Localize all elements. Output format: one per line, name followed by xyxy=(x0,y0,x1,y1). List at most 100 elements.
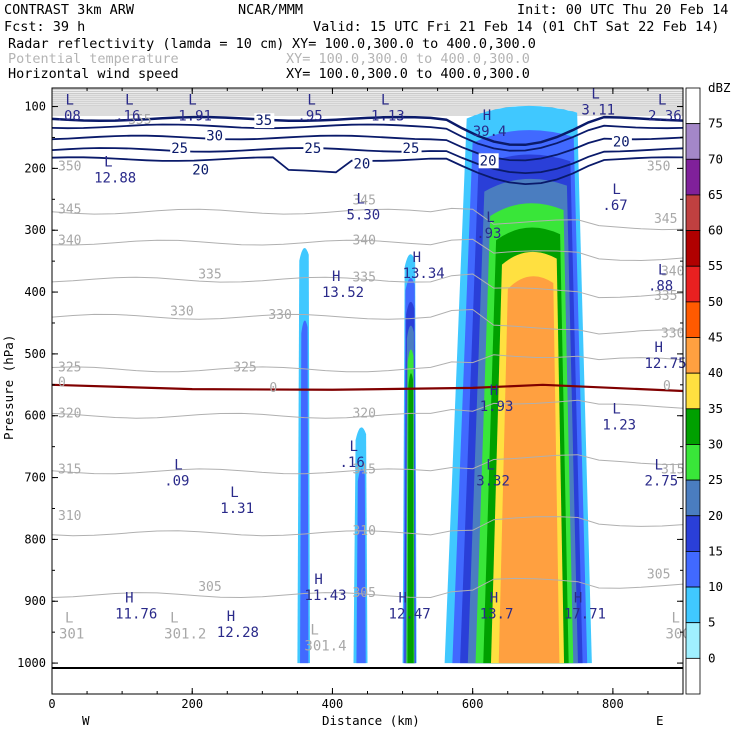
extremum-value: .16 xyxy=(115,109,140,125)
extremum-value: 12.75 xyxy=(644,356,686,372)
extremum-value: 13.7 xyxy=(480,606,514,622)
theta-surface-value: 301 xyxy=(59,626,84,642)
theta-contour-strat xyxy=(51,94,684,96)
extremum-value: .16 xyxy=(339,455,364,471)
freezing-level-label-mid: 0 xyxy=(269,381,277,396)
wind-label-bg xyxy=(611,134,632,150)
field-reflectivity-xy: XY= 100.0,300.0 to 400.0,300.0 xyxy=(292,36,536,52)
east-label: E xyxy=(656,713,664,728)
extremum-marker: L xyxy=(125,93,133,109)
colorbar-level-label: 75 xyxy=(708,116,723,131)
header-center: NCAR/MMM xyxy=(238,2,303,18)
extremum-value: .67 xyxy=(602,198,627,214)
x-tick-label: 600 xyxy=(462,697,484,711)
wind-label-bg xyxy=(352,156,373,172)
theta-surface-marker: L xyxy=(671,610,679,626)
theta-contour xyxy=(51,207,684,231)
extremum-value: 11.76 xyxy=(115,606,157,622)
y-tick-label: 700 xyxy=(24,471,46,485)
extremum-value: .93 xyxy=(476,226,501,242)
extremum-marker: H xyxy=(332,269,340,285)
x-tick-label: 200 xyxy=(181,697,203,711)
theta-label: 330 xyxy=(268,308,291,323)
extremum-marker: L xyxy=(381,93,389,109)
reflectivity-band xyxy=(407,373,414,664)
wind-label-bg xyxy=(401,140,422,156)
header-forecast: Fcst: 39 h xyxy=(4,19,85,35)
y-tick-label: 800 xyxy=(24,532,46,546)
theta-label: 330 xyxy=(170,305,193,320)
extremum-marker: L xyxy=(486,210,494,226)
y-tick-label: 300 xyxy=(24,223,46,237)
theta-contour-strat xyxy=(51,108,684,110)
theta-surface-marker: L xyxy=(65,610,73,626)
header-init: Init: 00 UTC Thu 20 Feb 14 xyxy=(517,2,728,18)
wind-label-bg xyxy=(170,140,191,156)
wind-label: 35 xyxy=(255,113,272,129)
colorbar-swatch xyxy=(685,158,701,196)
extremum-marker: L xyxy=(612,402,620,418)
wind-label: 25 xyxy=(403,141,420,157)
wind-contour xyxy=(51,147,684,175)
extremum-value: 3.32 xyxy=(476,473,510,489)
y-axis-label: Pressure (hPa) xyxy=(1,335,16,440)
extremum-marker: L xyxy=(230,485,238,501)
extremum-marker: L xyxy=(104,154,112,170)
theta-label: 320 xyxy=(58,407,81,422)
theta-label: 345 xyxy=(58,203,81,218)
theta-label: 345 xyxy=(654,212,677,227)
theta-contour xyxy=(51,354,684,373)
extremum-value: .95 xyxy=(297,109,322,125)
extremum-value: 13.52 xyxy=(322,285,364,301)
theta-contour xyxy=(51,454,684,475)
colorbar-level-label: 45 xyxy=(708,330,723,345)
extremum-value: .88 xyxy=(648,279,673,295)
colorbar-swatch xyxy=(685,515,701,552)
colorbar-swatch xyxy=(685,479,701,517)
wind-label-bg xyxy=(205,128,226,144)
colorbar-level-label: 55 xyxy=(708,258,723,273)
colorbar-level-label: 20 xyxy=(708,508,723,523)
colorbar-level-label: 60 xyxy=(708,223,723,238)
extremum-marker: L xyxy=(486,457,494,473)
colorbar-swatch xyxy=(685,372,701,410)
wind-label: 25 xyxy=(304,141,321,157)
theta-label: 315 xyxy=(352,462,375,477)
colorbar-level-label: 5 xyxy=(708,615,716,630)
colorbar-level-label: 0 xyxy=(708,650,716,665)
wind-label: 20 xyxy=(353,156,370,172)
colorbar-swatch xyxy=(685,265,701,303)
extremum-value: 5.30 xyxy=(346,207,380,223)
reflectivity-band xyxy=(356,468,366,664)
colorbar-swatch xyxy=(685,622,701,659)
extremum-marker: H xyxy=(490,590,498,606)
wind-label: 20 xyxy=(613,135,630,151)
theta-label: 355 xyxy=(128,113,151,128)
west-label: W xyxy=(82,713,90,728)
theta-label: 335 xyxy=(198,268,221,283)
wind-label: 25 xyxy=(171,141,188,157)
extremum-value: 1.31 xyxy=(220,501,254,517)
extremum-marker: H xyxy=(227,609,235,625)
extremum-marker: H xyxy=(574,590,582,606)
extremum-value: .09 xyxy=(164,473,189,489)
wind-label-bg xyxy=(254,113,275,129)
theta-contour xyxy=(51,516,684,537)
extremum-value: 1.93 xyxy=(480,399,514,415)
extremum-value: 3.11 xyxy=(581,102,615,118)
theta-surface-marker: L xyxy=(170,610,178,626)
colorbar-level-label: 40 xyxy=(708,365,723,380)
colorbar-swatch xyxy=(685,230,701,267)
theta-label: 350 xyxy=(58,159,81,174)
extremum-marker: H xyxy=(413,250,421,266)
theta-surface-value: 301.2 xyxy=(164,626,206,642)
wind-label-bg xyxy=(478,153,499,169)
theta-label: 325 xyxy=(58,360,81,375)
freezing-level-label-right: 0 xyxy=(663,379,671,394)
colorbar-swatch xyxy=(685,586,701,624)
field-wind: Horizontal wind speed xyxy=(8,66,179,82)
y-tick-label: 1000 xyxy=(17,656,46,670)
extremum-marker: H xyxy=(399,590,407,606)
x-tick-label: 0 xyxy=(48,697,55,711)
